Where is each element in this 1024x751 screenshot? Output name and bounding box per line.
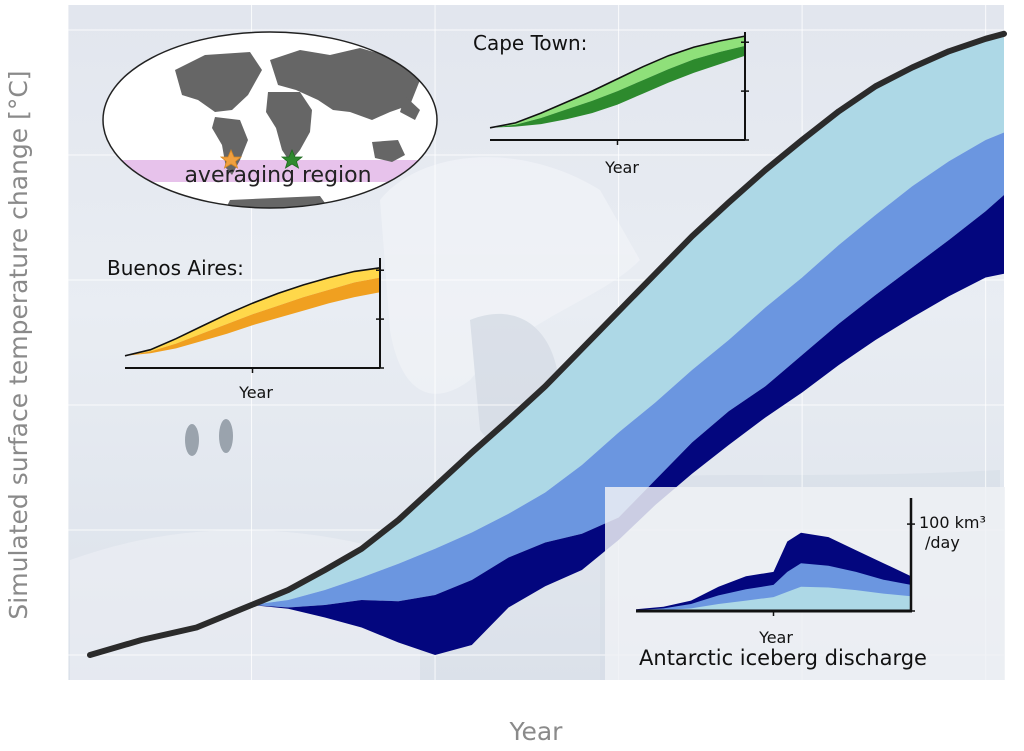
world-map-inset: averaging region xyxy=(102,31,438,209)
main-line xyxy=(87,30,1007,658)
cape-town-inset: Cape Town: Year xyxy=(473,31,749,177)
buenos-aires-outline xyxy=(124,267,381,357)
cape-town-x-label: Year xyxy=(604,158,639,177)
buenos-aires-star-icon xyxy=(219,148,243,169)
iceberg-title: Antarctic iceberg discharge xyxy=(639,646,927,670)
main-bands xyxy=(251,33,1004,655)
x-axis-title: Year xyxy=(509,717,564,746)
cape-town-bands xyxy=(489,35,746,129)
buenos-aires-inset: Buenos Aires: Year xyxy=(107,256,384,402)
iceberg-inset: 100 km³/day Year Antarctic iceberg disch… xyxy=(605,487,1005,680)
cape-town-outline xyxy=(489,35,746,129)
buenos-aires-x-label: Year xyxy=(238,383,273,402)
buenos-aires-title: Buenos Aires: xyxy=(107,256,244,280)
dark-blue-band xyxy=(251,195,1004,655)
cape-town-lower-band xyxy=(490,45,745,128)
buenos-aires-lower-band xyxy=(125,277,380,356)
cape-town-title: Cape Town: xyxy=(473,31,587,55)
iceberg-x-label: Year xyxy=(758,628,793,647)
cape-town-star-icon xyxy=(280,148,304,169)
averaging-band xyxy=(103,160,437,182)
y-axis-title: Simulated surface temperature change [°C… xyxy=(4,70,33,619)
penguins xyxy=(185,419,233,456)
buenos-aires-upper-band xyxy=(125,267,380,356)
light-blue-band xyxy=(251,33,1004,606)
cape-town-upper-band xyxy=(490,36,745,128)
cape-town-ticks xyxy=(616,41,749,145)
medium-blue-band xyxy=(251,132,1004,608)
map-outline xyxy=(102,31,438,209)
iceberg-y-tick-100: 100 km³ xyxy=(919,513,986,532)
continents xyxy=(175,48,420,208)
iceberg-bands xyxy=(636,532,911,611)
upper-envelope-line xyxy=(87,30,1007,658)
iceberg-y-tick-unit: /day xyxy=(925,533,960,552)
averaging-region-label: averaging region xyxy=(184,163,371,188)
iceberg-ticks: 100 km³/day xyxy=(772,513,986,616)
iceberg-light-band xyxy=(636,586,911,611)
buenos-aires-ticks xyxy=(251,269,384,373)
buenos-aires-bands xyxy=(124,267,381,357)
